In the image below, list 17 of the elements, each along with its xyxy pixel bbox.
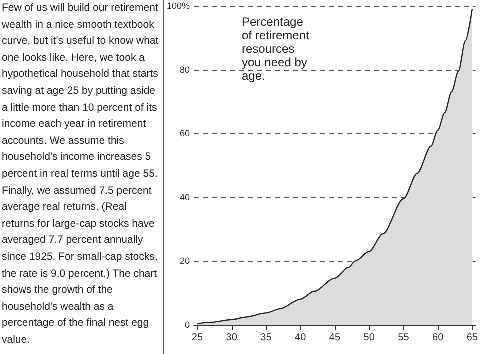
x-tick-label: 65	[466, 332, 478, 344]
x-tick-label: 25	[192, 332, 204, 344]
x-tick-label: 40	[295, 332, 307, 344]
x-tick-label: 50	[364, 332, 376, 344]
text: Few of us will build our retirement wealth in a nice smooth textbook curve, but it's useful to know what one looks like. Here, we took a hypothetical household that starts saving at age 25 by putting aside a little more than 10 percent of its income each year in retirement accounts. We assume this household's income increases 5 percent in real terms until age 55. Finally, we assumed 7.5 percent average real returns. (Real returns for large-cap stocks have averaged 7.7 percent annually since 1925. For small-cap stocks, the rate is 9.0 percent.) The chart shows the growth of the household's wealth as a percentage of the final nest egg value.	[2, 2, 159, 346]
y-tick-label: 40	[180, 192, 190, 202]
y-tick-label: 100%	[166, 1, 190, 11]
x-tick-label: 35	[260, 332, 272, 344]
y-tick-label: 20	[180, 256, 190, 266]
y-tick-label: 0	[185, 320, 190, 330]
x-tick-label: 30	[226, 332, 238, 344]
text: Percentage of retirement resources you need by age.	[242, 14, 313, 83]
y-tick-label: 60	[180, 128, 190, 139]
y-tick-label: 80	[180, 64, 190, 75]
x-tick-label: 55	[398, 332, 410, 344]
x-tick-label: 60	[432, 332, 444, 344]
x-tick-label: 45	[329, 332, 341, 344]
